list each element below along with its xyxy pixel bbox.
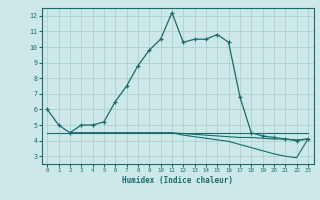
X-axis label: Humidex (Indice chaleur): Humidex (Indice chaleur) xyxy=(122,176,233,185)
